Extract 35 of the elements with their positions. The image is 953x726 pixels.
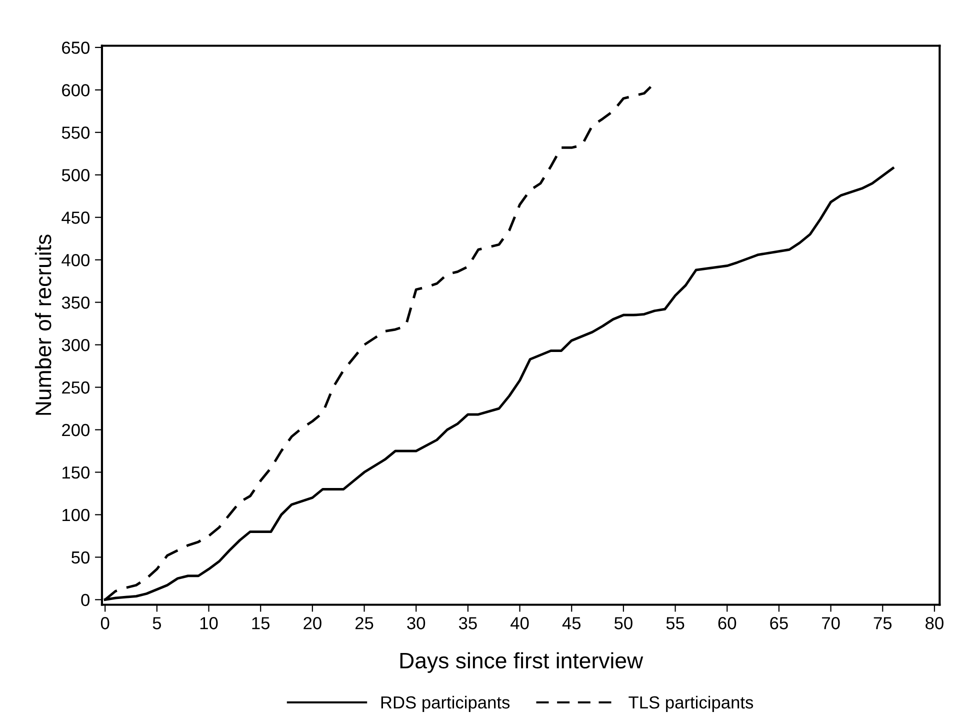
legend-label: RDS participants xyxy=(381,696,510,712)
y-tick-label: 400 xyxy=(62,254,90,266)
x-tick-label: 25 xyxy=(355,617,374,630)
x-tick-label: 10 xyxy=(200,617,218,630)
y-tick-label: 250 xyxy=(62,381,90,394)
x-tick-label: 80 xyxy=(926,617,944,630)
x-tick-label: 35 xyxy=(458,617,477,630)
x-tick-label: 20 xyxy=(304,617,322,630)
legend-label: TLS participants xyxy=(628,696,754,712)
x-tick-label: 40 xyxy=(510,617,529,630)
y-tick-label: 450 xyxy=(62,212,90,224)
x-tick-label: 45 xyxy=(562,617,581,630)
x-tick-label: 30 xyxy=(407,617,426,630)
y-tick-label: 300 xyxy=(62,338,90,352)
y-tick-label: 150 xyxy=(62,466,90,479)
x-tick-label: 75 xyxy=(874,617,892,630)
y-tick-label: 550 xyxy=(62,126,90,139)
y-tick-label: 50 xyxy=(72,551,90,564)
x-axis-title: Days since first interview xyxy=(400,652,644,673)
y-tick-label: 350 xyxy=(62,296,90,309)
x-tick-label: 15 xyxy=(252,617,270,630)
y-tick-label: 200 xyxy=(62,424,90,436)
x-tick-label: 0 xyxy=(100,617,110,630)
y-tick-label: 100 xyxy=(62,508,90,522)
y-tick-label: 650 xyxy=(62,42,90,54)
x-tick-label: 5 xyxy=(152,617,162,630)
y-axis-title: Number of recruits xyxy=(34,234,52,415)
x-tick-label: 60 xyxy=(718,617,736,630)
y-tick-label: 0 xyxy=(81,594,90,606)
x-tick-label: 70 xyxy=(822,617,840,630)
y-tick-label: 500 xyxy=(62,169,90,182)
y-tick-label: 600 xyxy=(62,84,90,96)
x-tick-label: 65 xyxy=(770,617,788,630)
x-tick-label: 50 xyxy=(614,617,632,630)
x-tick-label: 55 xyxy=(666,617,684,630)
